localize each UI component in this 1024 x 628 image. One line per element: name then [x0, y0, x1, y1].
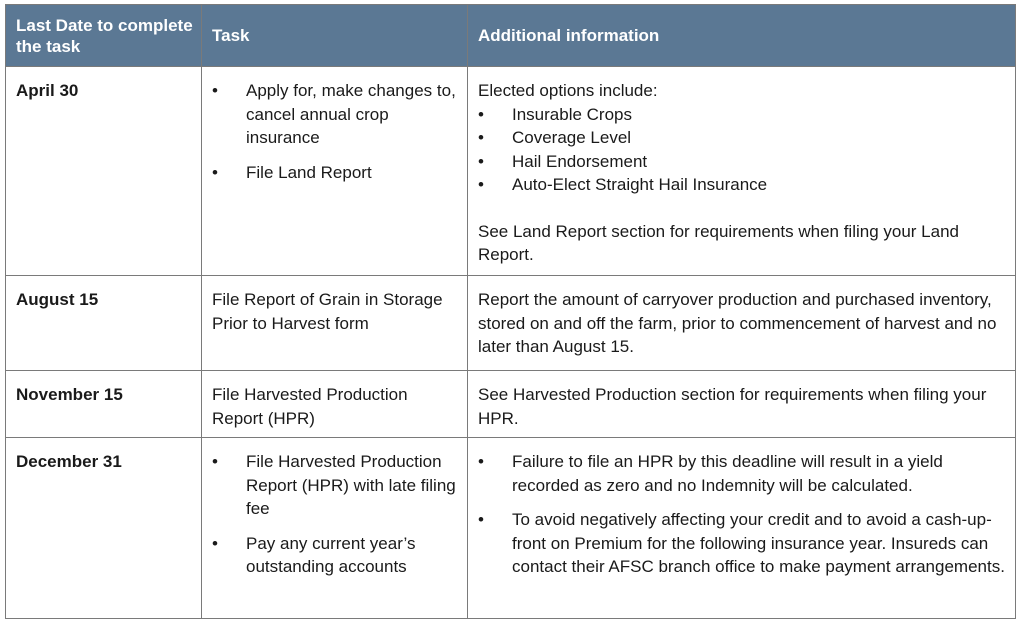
table-row: December 31 File Harvested Production Re… [5, 437, 1016, 619]
task-item: File Harvested Production Report (HPR) w… [212, 450, 459, 521]
deadlines-table: Last Date to complete the task Task Addi… [5, 4, 1016, 619]
task-cell: File Harvested Production Report (HPR) w… [201, 437, 468, 619]
task-item: File Land Report [212, 161, 459, 185]
info-cell: Failure to file an HPR by this deadline … [467, 437, 1016, 619]
header-date: Last Date to complete the task [5, 4, 202, 67]
date-cell: November 15 [5, 370, 202, 438]
info-item: Insurable Crops [478, 103, 1007, 127]
task-cell: File Harvested Production Report (HPR) [201, 370, 468, 438]
info-item: To avoid negatively affecting your credi… [478, 508, 1007, 579]
table-row: April 30 Apply for, make changes to, can… [5, 66, 1016, 276]
date-cell: April 30 [5, 66, 202, 276]
task-item: Pay any current year’s outstanding accou… [212, 532, 459, 579]
task-item: Apply for, make changes to, cancel annua… [212, 79, 459, 150]
header-info: Additional information [467, 4, 1016, 67]
table-row: August 15 File Report of Grain in Storag… [5, 275, 1016, 371]
info-note: See Land Report section for requirements… [478, 221, 960, 265]
header-row: Last Date to complete the task Task Addi… [5, 4, 1016, 67]
table-row: November 15 File Harvested Production Re… [5, 370, 1016, 438]
info-intro: Elected options include: [478, 81, 658, 100]
info-cell: Report the amount of carryover productio… [467, 275, 1016, 371]
header-task: Task [201, 4, 468, 67]
task-cell: Apply for, make changes to, cancel annua… [201, 66, 468, 276]
info-cell: See Harvested Production section for req… [467, 370, 1016, 438]
date-cell: August 15 [5, 275, 202, 371]
task-cell: File Report of Grain in Storage Prior to… [201, 275, 468, 371]
info-item: Hail Endorsement [478, 150, 1007, 174]
info-item: Failure to file an HPR by this deadline … [478, 450, 1007, 497]
info-item: Coverage Level [478, 126, 1007, 150]
info-item: Auto-Elect Straight Hail Insurance [478, 173, 1007, 197]
date-cell: December 31 [5, 437, 202, 619]
info-cell: Elected options include: Insurable Crops… [467, 66, 1016, 276]
